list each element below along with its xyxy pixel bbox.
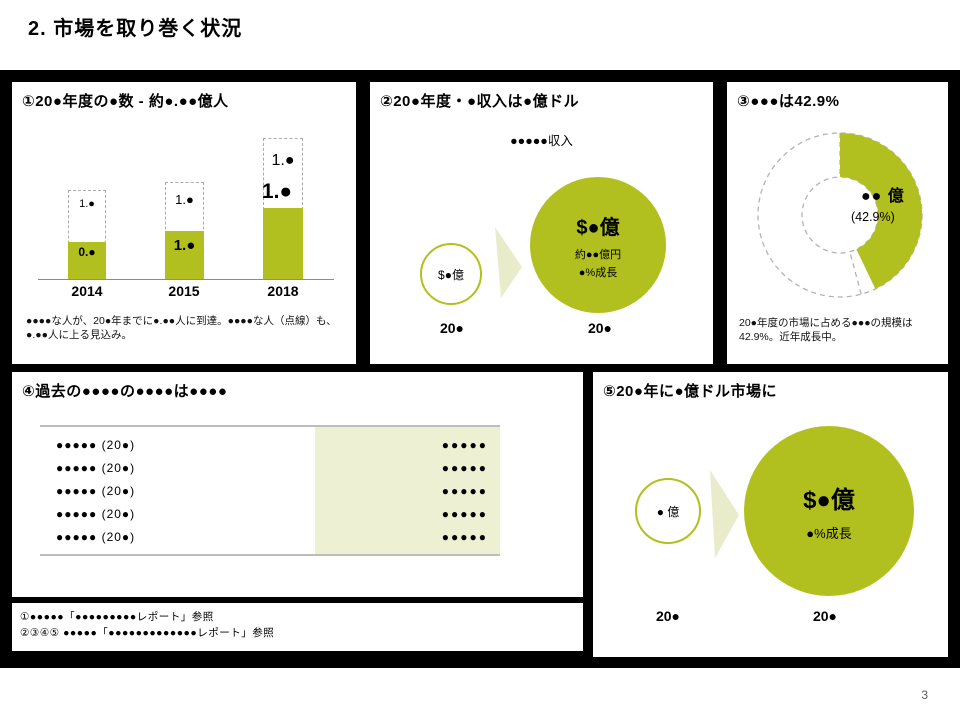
panel-3-caption: 20●年度の市場に占める●●●の規模は42.9%。近年成長中。 [739,317,913,344]
panel-1-title: ①20●年度の●数 - 約●.●●億人 [22,93,229,110]
row-label: ●●●●● (20●) [56,506,136,521]
growth-arrow [710,470,739,558]
row-label: ●●●●● (20●) [56,460,136,475]
donut-value-label: ●● 億 [861,188,905,205]
table-row: ●●●●● (20●) ●●●●● [40,525,500,548]
big-revenue-label: $●億 [576,216,620,239]
table-row: ●●●●● (20●) ●●●●● [40,502,500,525]
big-revenue-sub1: 約●●億円 [574,248,622,261]
small-revenue-circle: $●億 [420,243,482,305]
panel-4-title: ④過去の●●●●の●●●●は●●●● [22,383,228,400]
row-value: ●●●●● [441,460,488,475]
row-value: ●●●●● [441,529,488,544]
bar-2018-projection-label: 1.● [271,152,295,169]
bar-2018-actual-label: 1.● [261,180,293,203]
bar-2014: 1.● 0.● [68,190,106,279]
slide-title: 2. 市場を取り巻く状況 [28,18,243,40]
row-value: ●●●●● [441,483,488,498]
panel-2-subtitle: ●●●●●収入 [510,134,573,148]
small-revenue-label: $●億 [438,267,464,282]
panel-3-donut: ③●●●は42.9% ●● 億 (42.9%) 20●年度の市場に占める●●●の… [727,82,948,364]
row-label: ●●●●● (20●) [56,529,136,544]
history-table: ●●●●● (20●) ●●●●● ●●●●● (20●) ●●●●● ●●●●… [40,425,500,556]
panel-3-title: ③●●●は42.9% [737,93,840,110]
footnote-box: ①●●●●●「●●●●●●●●●レポート」参照 ②③④⑤ ●●●●●「●●●●●… [12,603,583,651]
bar-2014-projection-label: 1.● [79,198,95,210]
bar-2014-actual-label: 0.● [78,245,96,259]
bar-2015-actual [165,231,204,279]
panel-2-title: ②20●年度・●収入は●億ドル [380,93,580,110]
bar-2014-year: 2014 [71,283,103,299]
small-market-circle: ● 億 [635,478,701,544]
small-market-label: ● 億 [656,504,680,519]
table-row: ●●●●● (20●) ●●●●● [40,456,500,479]
bar-2015-actual-label: 1.● [173,237,196,254]
big-market-label: $●億 [803,487,855,514]
highlight-column [315,427,500,554]
panel-1-caption: ●●●●な人が、20●年までに●.●●人に到達。●●●●な人（点線）も、●.●●… [26,315,337,342]
big-revenue-sub2: ●%成長 [578,266,618,279]
donut-percent-label: (42.9%) [851,210,895,224]
bar-2018: 1.● 1.● [262,138,303,279]
bar-2014-actual [68,242,106,279]
donut-chart [757,132,923,298]
panel-4-history: ④過去の●●●●の●●●●は●●●● ●●●●● (20●) ●●●●● ●●●… [12,372,583,597]
panel-5-market: ⑤20●年に●億ドル市場に ● 億 $●億 ●%成長 20● 20● [593,372,948,657]
row-value: ●●●●● [441,506,488,521]
bar-2015-projection-label: 1.● [175,192,194,207]
big-market-sub: ●%成長 [806,526,852,541]
panel-5-year-right: 20● [812,608,838,624]
panel-5-title: ⑤20●年に●億ドル市場に [603,383,778,400]
content-board: ①20●年度の●数 - 約●.●●億人 1.● 0.● 2014 1.● 1.●… [0,70,960,668]
big-revenue-circle: $●億 約●●億円 ●%成長 [530,177,666,313]
panel-1-bar-chart: ①20●年度の●数 - 約●.●●億人 1.● 0.● 2014 1.● 1.●… [12,82,356,364]
donut-slice-42-9 [840,132,923,289]
panel-2-year-left: 20● [439,320,465,336]
panel-5-year-left: 20● [655,608,681,624]
big-market-circle: $●億 ●%成長 [744,426,914,596]
row-label: ●●●●● (20●) [56,437,136,452]
bar-2015: 1.● 1.● [165,182,204,279]
bar-2015-year: 2015 [168,283,200,299]
table-row: ●●●●● (20●) ●●●●● [40,479,500,502]
table-row: ●●●●● (20●) ●●●●● [40,433,500,456]
page-number: 3 [921,688,928,702]
bar-2018-actual [263,208,303,279]
bar-2018-year: 2018 [267,283,299,299]
growth-arrow [495,227,522,298]
bar-chart-axis [38,279,334,280]
panel-2-year-right: 20● [587,320,613,336]
footnote-line-1: ①●●●●●「●●●●●●●●●レポート」参照 [20,611,214,623]
panel-2-revenue: ②20●年度・●収入は●億ドル ●●●●●収入 $●億 $●億 約●●億円 ●%… [370,82,713,364]
row-label: ●●●●● (20●) [56,483,136,498]
row-value: ●●●●● [441,437,488,452]
footnote-line-2: ②③④⑤ ●●●●●「●●●●●●●●●●●●●レポート」参照 [20,627,275,640]
